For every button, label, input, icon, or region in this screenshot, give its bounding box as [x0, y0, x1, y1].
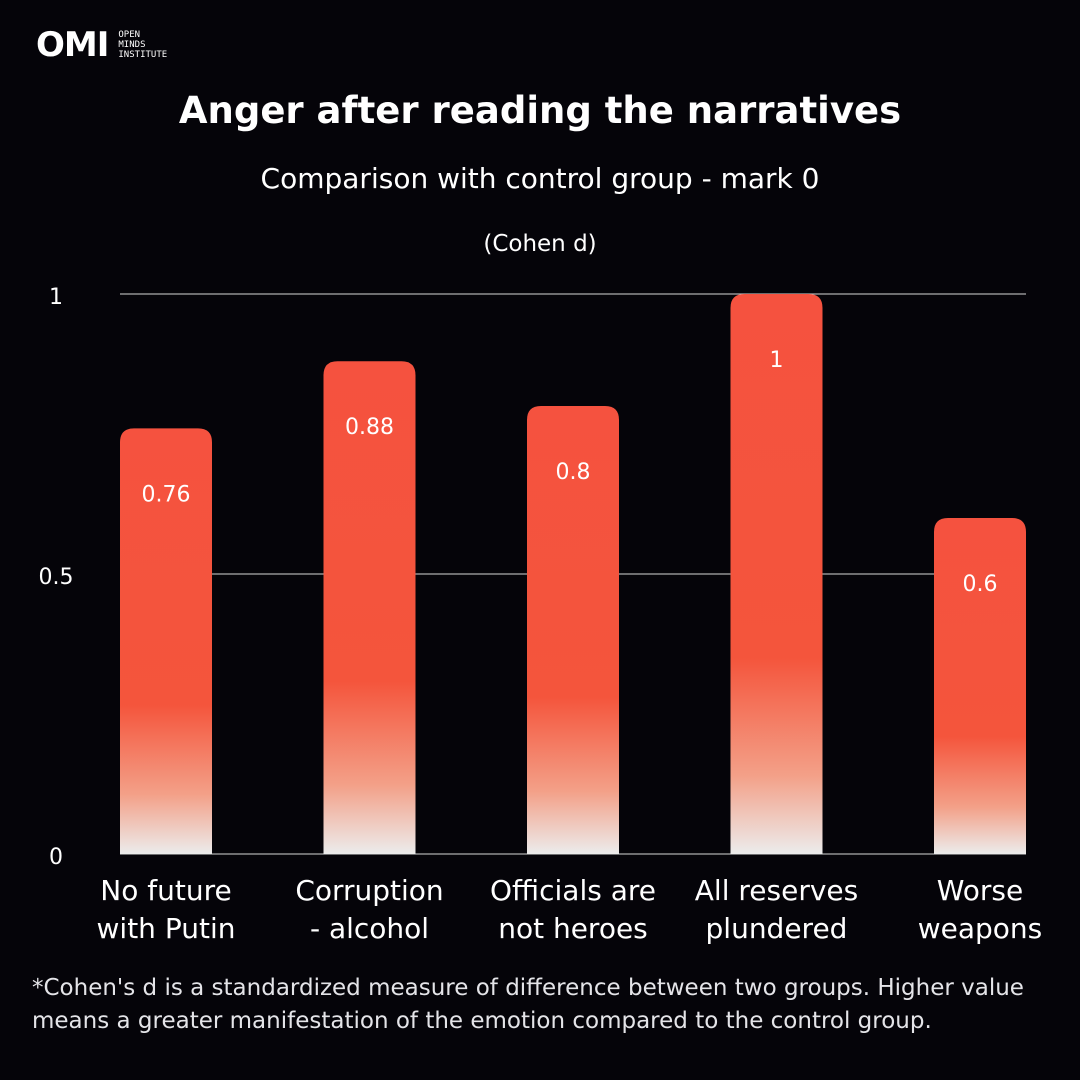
logo: OMI OPEN MINDS INSTITUTE — [36, 28, 167, 62]
chart-title: Anger after reading the narratives — [178, 89, 902, 132]
x-tick-label: Corruption - alcohol — [295, 874, 444, 945]
x-tick-label: All reserves plundered — [694, 874, 859, 945]
x-tick-label: No future with Putin — [96, 874, 236, 945]
bar — [730, 294, 823, 854]
bar — [323, 361, 416, 854]
logo-line-2: MINDS — [118, 40, 146, 50]
footnote: *Cohen's d is a standardized measure of … — [32, 975, 1024, 1034]
bar — [934, 518, 1026, 854]
y-tick-label: 0 — [49, 845, 63, 870]
logo-text: OPEN MINDS INSTITUTE — [118, 30, 167, 60]
bar-value-label: 0.88 — [345, 415, 394, 440]
chart-subtitle: Comparison with control group - mark 0 — [260, 162, 820, 195]
x-tick-label: Officials are not heroes — [490, 874, 656, 945]
bar-value-label: 1 — [770, 348, 784, 373]
logo-line-1: OPEN — [118, 30, 141, 40]
bar-value-label: 0.76 — [142, 482, 191, 507]
bar — [527, 406, 619, 854]
logo-line-3: INSTITUTE — [118, 50, 168, 60]
y-tick-label: 1 — [49, 285, 63, 310]
y-tick-label: 0.5 — [39, 565, 74, 590]
unit-label: (Cohen d) — [483, 231, 597, 257]
x-tick-label: Worse weapons — [917, 874, 1043, 945]
bar — [120, 428, 212, 854]
bar-value-label: 0.8 — [556, 460, 591, 485]
bar-value-label: 0.6 — [963, 572, 998, 597]
logo-mark: OMI — [36, 25, 109, 65]
